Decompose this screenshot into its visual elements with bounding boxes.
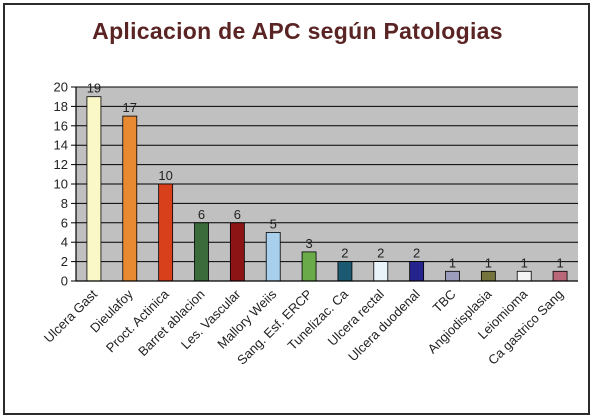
y-tick-label: 12 [54,157,68,172]
bar [229,222,245,282]
bars [86,96,568,282]
bar [373,261,389,282]
y-tick-label: 18 [54,99,68,114]
y-tick-label: 6 [61,215,68,230]
y-tick-label: 2 [61,254,68,269]
data-labels: 19 17 10 6 6 5 3 2 2 2 1 1 1 1 [87,81,564,271]
bar [194,222,209,282]
y-tick-label: 10 [54,177,68,192]
y-tick-label: 4 [61,235,68,250]
y-tick-label: 8 [61,196,68,211]
data-label: 19 [87,81,101,96]
y-tick-label: 16 [54,118,68,133]
data-label: 2 [377,246,384,261]
bar [158,183,174,282]
y-tick-label: 0 [61,274,68,289]
data-label: 6 [234,207,241,222]
data-label: 1 [449,255,456,270]
x-tick-label: TBC [430,287,459,316]
data-label: 2 [341,246,348,261]
data-label: 2 [413,246,420,261]
y-axis-ticks: 0 2 4 6 8 10 12 14 16 18 20 [54,80,76,289]
data-label: 1 [521,255,528,270]
data-label: 6 [198,207,205,222]
bar [516,270,532,282]
x-tick-label: Ulcera Gast [41,286,100,345]
chart-title: Aplicacion de APC según Patologias [92,18,503,44]
bar [552,270,568,282]
data-label: 10 [158,168,172,183]
bar [445,270,460,282]
bar [480,270,496,282]
bar [409,261,425,282]
bar [301,251,317,282]
data-label: 1 [485,255,492,270]
data-label: 1 [556,255,563,270]
data-label: 3 [305,236,312,251]
bar [265,232,281,282]
bar [337,261,353,282]
bar [86,96,102,282]
y-tick-label: 20 [54,80,68,95]
bar [122,115,138,282]
data-label: 5 [270,217,277,232]
y-tick-label: 14 [54,138,68,153]
data-label: 17 [123,100,137,115]
